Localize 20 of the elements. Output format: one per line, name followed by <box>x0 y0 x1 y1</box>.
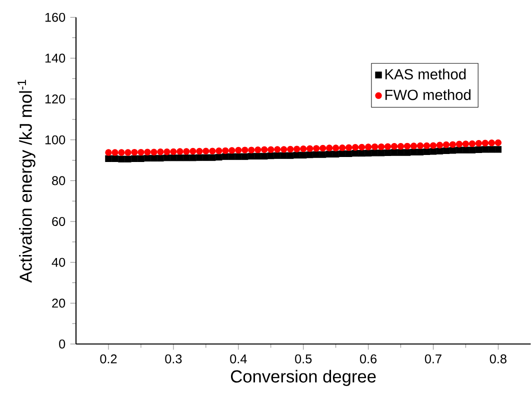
x-tick-label: 0.5 <box>295 354 312 364</box>
y-tick-label: 100 <box>45 135 66 144</box>
y-tick-label: 120 <box>45 94 66 104</box>
x-tick-label: 0.2 <box>100 354 117 364</box>
x-tick-label: 0.4 <box>230 354 247 364</box>
x-axis-title: Conversion degree <box>230 370 376 386</box>
legend-label: KAS method <box>385 68 466 80</box>
x-tick-label: 0.6 <box>360 354 377 364</box>
legend-label: FWO method <box>385 89 470 100</box>
y-tick-label: 0 <box>59 340 66 348</box>
y-tick-label: 40 <box>52 258 66 267</box>
y-tick-label: 60 <box>52 217 66 226</box>
y-tick-label: 160 <box>45 12 66 22</box>
y-tick-label: 20 <box>52 298 66 308</box>
x-tick-label: 0.7 <box>424 354 442 364</box>
x-tick-label: 0.3 <box>165 354 182 364</box>
y-tick-label: 80 <box>52 176 66 186</box>
y-axis-title: Activation energy /kJ mol$^{-1}$ <box>18 80 36 283</box>
y-tick-label: 140 <box>45 54 66 63</box>
x-tick-label: 0.8 <box>490 354 506 364</box>
